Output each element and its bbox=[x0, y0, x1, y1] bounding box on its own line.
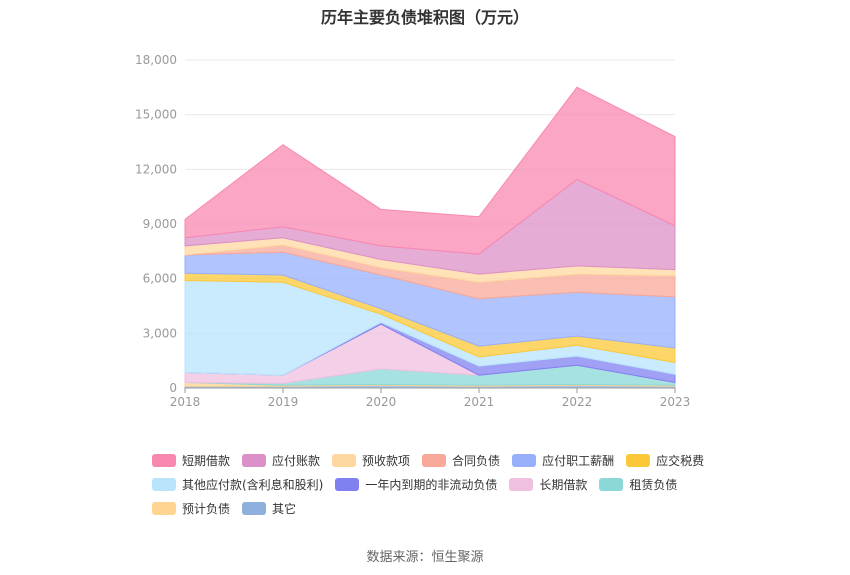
legend-label: 预收款项 bbox=[362, 453, 411, 468]
chart-title: 历年主要负债堆积图（万元） bbox=[320, 8, 529, 27]
legend-label: 租赁负债 bbox=[629, 477, 678, 492]
x-tick-label: 2021 bbox=[464, 395, 495, 409]
legend-label: 预计负债 bbox=[182, 501, 231, 516]
legend-item[interactable]: 合同负债 bbox=[422, 452, 500, 469]
y-tick-label: 12,000 bbox=[135, 162, 177, 176]
legend-item[interactable]: 应付账款 bbox=[242, 452, 320, 469]
legend-item[interactable]: 一年内到期的非流动负债 bbox=[335, 476, 497, 493]
x-tick-label: 2018 bbox=[170, 395, 201, 409]
x-tick-label: 2020 bbox=[366, 395, 397, 409]
legend-swatch bbox=[332, 453, 357, 467]
stacked-area-chart: 2018 2019 2020 2021 2022 2023 0 3,000 6,000 9,00… bbox=[135, 53, 691, 409]
area-series bbox=[184, 86, 676, 255]
x-tick-label: 2019 bbox=[268, 395, 299, 409]
legend-item[interactable]: 其他应付款(含利息和股利) bbox=[152, 476, 323, 493]
legend-swatch bbox=[152, 477, 176, 491]
y-tick-label: 6,000 bbox=[143, 272, 177, 286]
x-tick-label: 2023 bbox=[660, 395, 691, 409]
legend-label: 应交税费 bbox=[656, 453, 705, 468]
series-areas bbox=[184, 86, 676, 389]
legend-swatch bbox=[335, 477, 360, 491]
y-tick-label: 9,000 bbox=[143, 217, 177, 231]
legend-swatch bbox=[422, 453, 447, 467]
legend-item[interactable]: 应付职工薪酬 bbox=[512, 452, 614, 469]
y-tick-label: 3,000 bbox=[143, 326, 177, 340]
legend-row: 预计负债 其它 bbox=[152, 496, 712, 520]
legend-label: 应付职工薪酬 bbox=[542, 453, 615, 468]
legend-swatch bbox=[242, 453, 267, 467]
y-axis: 0 3,000 6,000 9,000 12,000 15,000 18,000 bbox=[135, 53, 177, 395]
legend-swatch bbox=[509, 477, 534, 491]
legend-item[interactable]: 租赁负债 bbox=[599, 476, 677, 493]
legend-item[interactable]: 预计负债 bbox=[152, 500, 230, 517]
legend-swatch bbox=[152, 453, 176, 467]
y-tick-label: 15,000 bbox=[135, 108, 177, 122]
legend-label: 应付账款 bbox=[272, 453, 321, 468]
legend-label: 短期借款 bbox=[182, 453, 231, 468]
legend-item[interactable]: 预收款项 bbox=[332, 452, 410, 469]
x-tick-label: 2022 bbox=[562, 395, 593, 409]
legend-row: 短期借款 应付账款 预收款项 合同负债 应付职工薪酬 应交税费 bbox=[152, 448, 712, 472]
y-tick-label: 0 bbox=[169, 381, 177, 395]
legend-swatch bbox=[242, 501, 267, 515]
legend-item[interactable]: 应交税费 bbox=[626, 452, 704, 469]
legend-item[interactable]: 短期借款 bbox=[152, 452, 230, 469]
legend-label: 长期借款 bbox=[539, 477, 588, 492]
legend-swatch bbox=[152, 501, 176, 515]
legend-swatch bbox=[512, 453, 537, 467]
legend-swatch bbox=[599, 477, 624, 491]
y-tick-label: 18,000 bbox=[135, 53, 177, 67]
legend-swatch bbox=[626, 453, 651, 467]
legend-row: 其他应付款(含利息和股利) 一年内到期的非流动负债 长期借款 租赁负债 bbox=[152, 472, 712, 496]
legend-label: 一年内到期的非流动负债 bbox=[365, 477, 498, 492]
legend-item[interactable]: 其它 bbox=[242, 500, 296, 517]
legend-item[interactable]: 长期借款 bbox=[509, 476, 587, 493]
x-axis: 2018 2019 2020 2021 2022 2023 bbox=[170, 387, 691, 409]
legend-label: 合同负债 bbox=[452, 453, 501, 468]
chart-legend: 短期借款 应付账款 预收款项 合同负债 应付职工薪酬 应交税费其他应付款(含利息和股利) 一… bbox=[152, 448, 712, 520]
legend-label: 其它 bbox=[272, 501, 297, 516]
data-source-note: 数据来源：恒生聚源 bbox=[366, 550, 484, 565]
legend-label: 其他应付款(含利息和股利) bbox=[182, 477, 324, 492]
